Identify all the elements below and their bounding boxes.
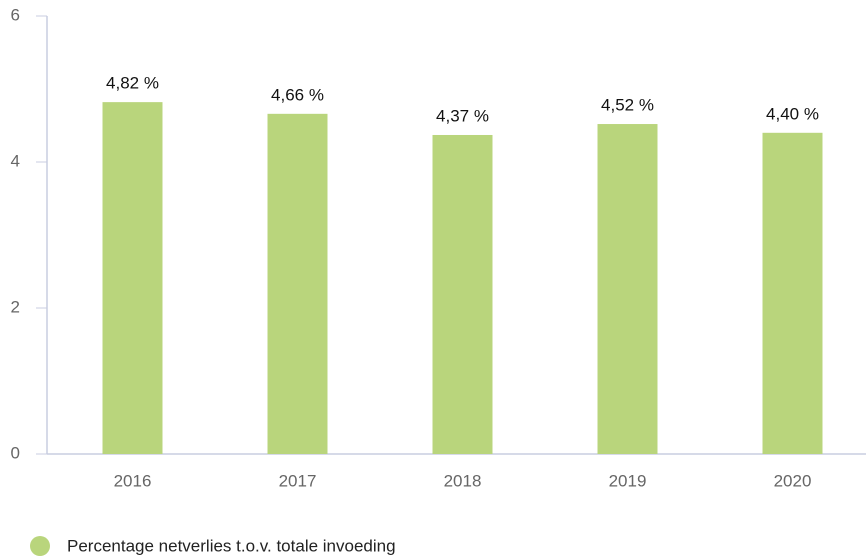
legend-marker	[30, 536, 50, 556]
y-tick-label: 0	[11, 443, 20, 462]
data-label: 4,52 %	[601, 96, 654, 115]
x-tick-label: 2018	[444, 471, 482, 490]
legend-label: Percentage netverlies t.o.v. totale invo…	[67, 536, 396, 555]
bar	[597, 124, 658, 454]
x-tick-label: 2019	[609, 471, 647, 490]
y-tick-label: 6	[11, 5, 20, 24]
bar	[267, 113, 328, 454]
x-tick-label: 2016	[114, 471, 152, 490]
x-tick-label: 2020	[774, 471, 812, 490]
y-tick-label: 2	[11, 297, 20, 316]
y-tick-label: 4	[11, 151, 20, 170]
x-tick-label: 2017	[279, 471, 317, 490]
data-label: 4,37 %	[436, 106, 489, 125]
bar	[432, 134, 493, 455]
data-label: 4,66 %	[271, 85, 324, 104]
data-label: 4,40 %	[766, 104, 819, 123]
bar	[102, 102, 163, 454]
data-label: 4,82 %	[106, 74, 159, 93]
bar	[762, 132, 823, 455]
